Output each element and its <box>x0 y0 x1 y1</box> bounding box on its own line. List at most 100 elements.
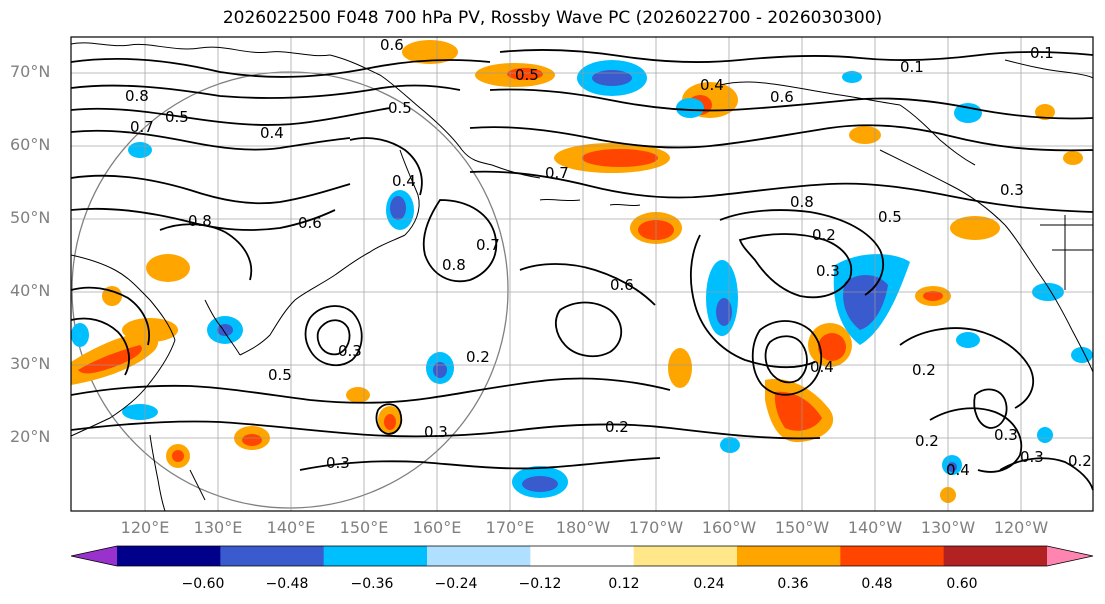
anomaly-patch <box>716 298 732 326</box>
pv-contour <box>349 137 423 196</box>
lat-label: 40°N <box>10 281 51 300</box>
pv-contour <box>70 174 351 205</box>
anomaly-patch <box>950 216 1000 240</box>
pv-contour <box>499 49 1094 63</box>
contour-label: 0.3 <box>326 454 350 472</box>
contour-label: 0.5 <box>165 108 189 126</box>
contour-label: 0.8 <box>188 212 212 230</box>
lat-label: 60°N <box>10 135 51 154</box>
coastline <box>1004 224 1073 331</box>
contour-label: 0.7 <box>130 118 154 136</box>
coastline <box>239 274 336 356</box>
colorbar-segment <box>943 546 1048 566</box>
anomaly-patch <box>102 286 122 306</box>
colorbar-segment <box>633 546 738 566</box>
contour-label-group: 0.8 0.7 0.5 0.4 0.4 0.5 0.7 0.8 0.6 0.7 … <box>125 36 1092 479</box>
colorbar-tick-label: 0.24 <box>693 576 725 592</box>
gridlines <box>71 37 1093 511</box>
coastline <box>1071 329 1094 373</box>
pv-contour <box>929 407 1023 473</box>
anomaly-patch <box>818 333 846 361</box>
pv-contour <box>159 223 253 281</box>
coastline <box>334 234 406 276</box>
lon-label: 120°E <box>120 518 170 537</box>
colorbar-tick-label: −0.60 <box>181 576 225 592</box>
contour-label: 0.3 <box>1000 181 1024 199</box>
colorbar-tick-label: 0.48 <box>861 576 893 592</box>
contour-label: 0.2 <box>605 418 629 436</box>
anomaly-patch <box>507 68 543 80</box>
anomaly-patch <box>122 404 158 420</box>
colorbar-tick-label: −0.48 <box>265 576 309 592</box>
colorbar-segment <box>840 546 945 566</box>
contour-label: 0.8 <box>125 87 149 105</box>
coastline <box>461 149 541 179</box>
colorbar-segment <box>530 546 635 566</box>
coastline <box>204 299 241 356</box>
colorbar-segment <box>117 546 221 566</box>
anomaly-patch <box>172 450 184 462</box>
anomaly-patch <box>842 71 862 83</box>
coastline <box>899 104 976 166</box>
contour-label: 0.3 <box>338 342 362 360</box>
anomaly-patch <box>78 345 142 374</box>
coastline <box>329 54 463 151</box>
pv-contour <box>375 403 403 435</box>
contour-label: 0.5 <box>388 99 412 117</box>
pv-contour <box>751 320 823 396</box>
coastline <box>70 254 176 341</box>
pv-contour <box>469 124 1094 152</box>
coastline <box>719 81 901 106</box>
anomaly-patch <box>947 462 957 472</box>
lon-label: 170°E <box>485 518 535 537</box>
colorbar-tick-label: 0.12 <box>608 576 640 592</box>
colorbar-extend-max <box>1047 546 1093 566</box>
contour-label: 0.2 <box>915 432 939 450</box>
pv-contour <box>299 457 661 471</box>
anomaly-patch <box>954 103 982 123</box>
lon-label: 140°W <box>847 518 903 537</box>
coastline <box>609 203 641 207</box>
anomaly-patch <box>592 70 632 86</box>
colorbar <box>70 545 1094 567</box>
anomaly-patch <box>676 98 704 118</box>
pv-contour <box>70 317 130 376</box>
colorbar-tick-label: 0.36 <box>777 576 809 592</box>
pv-contour <box>999 457 1094 491</box>
negative-anomalies <box>71 60 1093 498</box>
contour-label: 0.6 <box>610 276 634 294</box>
colorbar-tick-label: −0.24 <box>434 576 478 592</box>
colorbar-tick-label: −0.36 <box>350 576 394 592</box>
contour-label: 0.4 <box>700 76 724 94</box>
pv-contour <box>519 263 656 306</box>
lon-label: 140°E <box>266 518 316 537</box>
anomaly-patch <box>956 332 980 348</box>
lon-label: 160°E <box>412 518 462 537</box>
coastlines <box>70 42 1094 512</box>
anomaly-patch <box>128 142 152 158</box>
pv-contour <box>764 335 808 384</box>
contour-label: 0.1 <box>1030 44 1054 62</box>
lon-label: 150°E <box>339 518 389 537</box>
anomaly-patch <box>384 414 396 430</box>
contour-label: 0.8 <box>790 193 814 211</box>
pv-contour <box>70 84 461 99</box>
anomaly-patch <box>346 387 370 403</box>
colorbar-extend-min <box>71 546 117 566</box>
anomaly-patch <box>720 437 740 453</box>
plot-title: 2026022500 F048 700 hPa PV, Rossby Wave … <box>222 8 883 28</box>
anomaly-patch <box>146 254 190 282</box>
contour-label: 0.4 <box>810 358 834 376</box>
pv-contour <box>304 305 363 367</box>
lon-label: 160°W <box>701 518 757 537</box>
contour-label: 0.5 <box>878 208 902 226</box>
contour-label: 0.3 <box>1020 448 1044 466</box>
pv-contour <box>690 234 816 368</box>
pv-contour <box>469 170 1094 213</box>
contour-label: 0.7 <box>476 236 500 254</box>
coastline <box>70 42 331 57</box>
anomaly-patch <box>668 348 692 388</box>
anomaly-patch <box>390 196 406 220</box>
coastline <box>879 149 1006 226</box>
